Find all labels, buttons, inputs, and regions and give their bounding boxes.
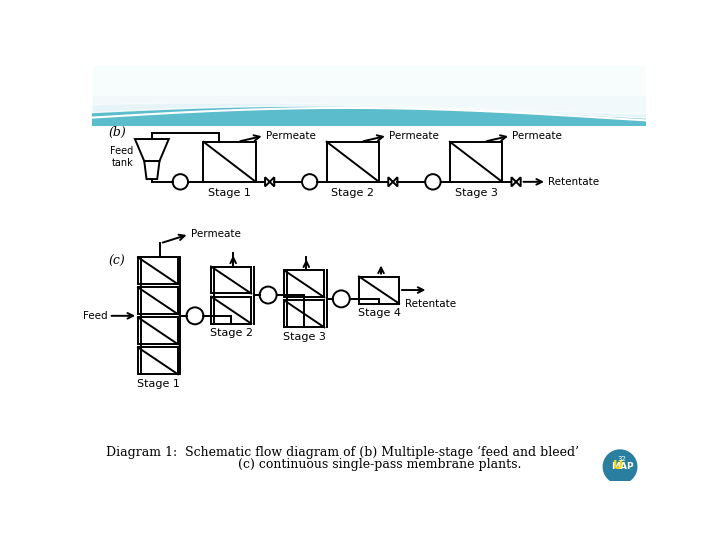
Text: Stage 2: Stage 2	[331, 188, 374, 198]
Text: Stage 1: Stage 1	[208, 188, 251, 198]
Text: Stage 2: Stage 2	[210, 328, 253, 338]
Text: Feed
tank: Feed tank	[110, 146, 133, 168]
Text: Stage 4: Stage 4	[358, 308, 400, 318]
Text: Retentate: Retentate	[549, 177, 600, 187]
Text: Permeate: Permeate	[390, 131, 439, 140]
Text: Feed: Feed	[83, 311, 107, 321]
Text: Stage 1: Stage 1	[137, 379, 179, 389]
Text: Stage 3: Stage 3	[283, 332, 325, 342]
Polygon shape	[92, 65, 647, 96]
Polygon shape	[92, 126, 647, 481]
Text: Stage 3: Stage 3	[454, 188, 498, 198]
Text: U: U	[613, 459, 623, 472]
Circle shape	[601, 448, 639, 485]
Text: (c): (c)	[109, 255, 125, 268]
Text: 32: 32	[618, 456, 626, 462]
Polygon shape	[92, 65, 647, 126]
Text: Permeate: Permeate	[513, 131, 562, 140]
Text: Diagram 1:  Schematic flow diagram of (b) Multiple-stage ‘feed and bleed’: Diagram 1: Schematic flow diagram of (b)…	[106, 446, 579, 459]
Text: MAP: MAP	[611, 462, 634, 471]
Text: Permeate: Permeate	[266, 131, 316, 140]
Text: (b): (b)	[109, 126, 127, 139]
Text: (c) continuous single-pass membrane plants.: (c) continuous single-pass membrane plan…	[238, 458, 521, 471]
Text: Permeate: Permeate	[191, 229, 240, 239]
Text: Retentate: Retentate	[405, 299, 456, 309]
